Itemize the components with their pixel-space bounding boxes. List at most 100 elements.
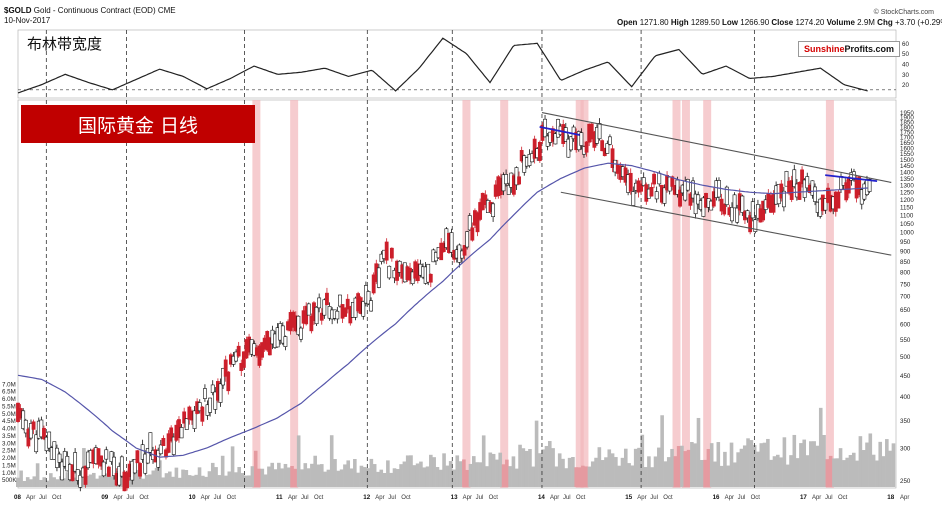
candle-body <box>652 173 656 185</box>
candle-body <box>34 434 39 453</box>
candle-body <box>722 203 727 215</box>
price-tick-label: 1050 <box>900 221 914 228</box>
volume-bars <box>16 407 896 487</box>
candle-body <box>470 227 475 241</box>
x-month-label: Oct <box>314 495 324 501</box>
volume-bar <box>207 471 212 487</box>
price-tick-label: 1000 <box>900 230 914 237</box>
volume-bar <box>878 441 883 487</box>
x-month-label: Oct <box>838 495 848 501</box>
candle-body <box>148 432 153 453</box>
squeeze-band <box>500 100 509 488</box>
volume-bar <box>422 467 427 487</box>
volume-bar <box>293 468 298 487</box>
volume-bar <box>415 463 420 487</box>
volume-bar <box>726 465 731 487</box>
candle-body <box>475 212 480 233</box>
volume-bar <box>55 479 60 487</box>
candle-body <box>42 427 46 440</box>
candle-body <box>299 327 303 340</box>
x-month-label: Jul <box>563 495 571 501</box>
volume-bar <box>237 467 241 487</box>
x-month-label: Jul <box>301 495 309 501</box>
squeeze-band <box>575 100 584 488</box>
candle-body <box>797 181 802 200</box>
volume-bar <box>620 457 625 487</box>
volume-bar <box>818 407 823 487</box>
volume-bar <box>521 448 526 487</box>
bbw-label: 布林带宽度 <box>27 35 103 53</box>
x-month-label: Oct <box>489 495 499 501</box>
volume-bar <box>108 476 113 487</box>
candle-body <box>23 419 28 434</box>
volume-bar <box>134 469 139 487</box>
candle-body <box>31 421 36 430</box>
candle-body <box>750 201 755 219</box>
candle-body <box>805 176 810 189</box>
candle-body <box>792 169 797 187</box>
volume-bar <box>809 441 813 487</box>
volume-bar <box>855 460 859 487</box>
volume-bar <box>706 448 711 487</box>
volume-bar <box>746 438 750 487</box>
price-tick-label: 1400 <box>900 169 914 176</box>
price-tick-label: 700 <box>900 294 911 301</box>
volume-bar <box>557 453 562 487</box>
candle-body <box>218 383 223 403</box>
volume-bar <box>448 461 453 487</box>
volume-bar <box>481 435 486 487</box>
volume-bar <box>769 459 773 487</box>
candles <box>16 114 872 492</box>
candle-body <box>234 351 238 362</box>
volume-bar <box>657 447 661 487</box>
candle-body <box>213 391 218 410</box>
volume-bar <box>842 460 846 487</box>
volume-bar <box>650 467 655 487</box>
volume-bar <box>362 467 367 487</box>
candle-body <box>823 198 828 211</box>
volume-bar <box>458 461 463 487</box>
candle-body <box>426 263 431 283</box>
volume-bar <box>257 468 261 487</box>
volume-bar <box>792 434 797 487</box>
price-tick-label: 1100 <box>900 213 914 220</box>
volume-bar <box>465 469 469 487</box>
volume-bar <box>148 474 152 487</box>
candle-body <box>208 397 213 413</box>
year-dashed-lines <box>45 30 755 488</box>
candle-body <box>280 325 285 344</box>
squeeze-band <box>681 100 690 488</box>
volume-bar <box>111 474 116 487</box>
volume-bar <box>782 437 787 487</box>
volume-bar <box>693 443 697 487</box>
bollinger-bandwidth-panel <box>17 37 896 94</box>
volume-bar <box>554 466 559 487</box>
volume-bar <box>762 442 767 487</box>
volume-bar <box>623 448 628 487</box>
candle-body <box>57 453 62 463</box>
x-month-label: Apr <box>900 495 909 501</box>
volume-bar <box>52 477 56 487</box>
volume-bar <box>825 459 830 487</box>
candle-body <box>836 191 841 209</box>
volume-bar <box>91 472 96 487</box>
volume-bar <box>353 459 357 487</box>
x-month-label: Jul <box>825 495 833 501</box>
volume-bar <box>567 457 572 487</box>
x-month-label: Jul <box>476 495 484 501</box>
volume-bar <box>686 449 691 487</box>
squeeze-band <box>703 100 712 488</box>
volume-bar <box>815 445 820 487</box>
volume-bar <box>584 466 588 487</box>
x-month-label: Jul <box>39 495 47 501</box>
candle-body <box>179 427 184 439</box>
candle-body <box>639 183 643 192</box>
candle-body <box>335 310 340 320</box>
candle-body <box>678 189 682 207</box>
volume-bar <box>627 463 631 487</box>
volume-bar <box>544 445 549 487</box>
candle-body <box>753 219 758 232</box>
squeeze-band <box>672 100 681 488</box>
volume-bar <box>29 479 33 487</box>
volume-tick-label: 1.0M <box>2 470 16 477</box>
